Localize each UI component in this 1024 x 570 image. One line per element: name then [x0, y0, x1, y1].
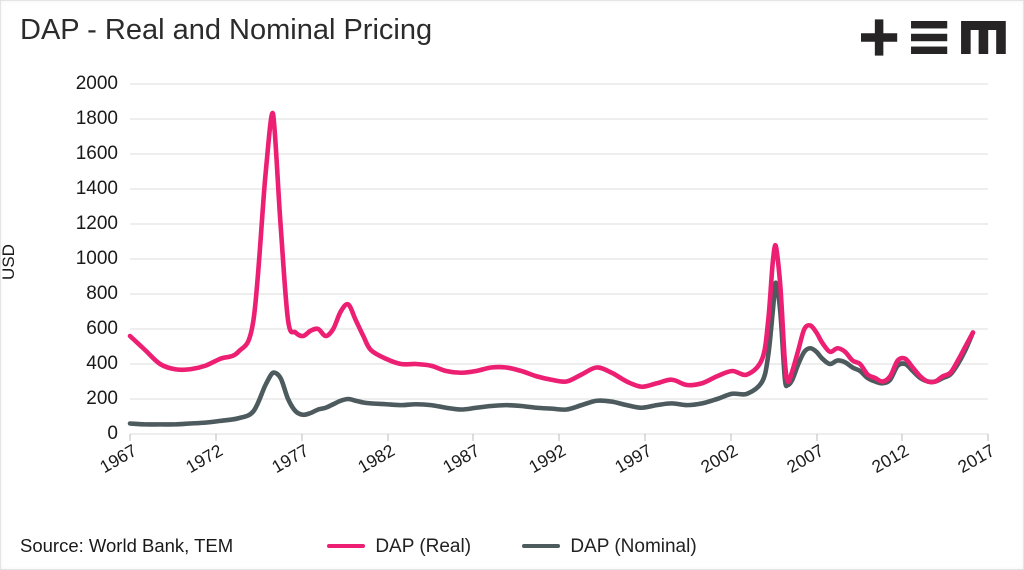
svg-text:400: 400: [86, 353, 118, 374]
svg-text:800: 800: [86, 283, 118, 304]
svg-text:1977: 1977: [268, 440, 312, 477]
svg-text:1800: 1800: [76, 108, 118, 129]
svg-text:1967: 1967: [96, 440, 140, 477]
svg-text:1987: 1987: [439, 440, 483, 477]
svg-text:USD: USD: [0, 244, 18, 280]
svg-text:1200: 1200: [76, 213, 118, 234]
svg-text:2002: 2002: [697, 440, 741, 477]
svg-text:200: 200: [86, 388, 118, 409]
svg-text:0: 0: [107, 423, 118, 444]
svg-text:1972: 1972: [182, 440, 226, 477]
svg-text:1992: 1992: [525, 440, 569, 477]
svg-text:1400: 1400: [76, 178, 118, 199]
svg-text:1600: 1600: [76, 143, 118, 164]
svg-text:2000: 2000: [76, 73, 118, 94]
svg-text:1982: 1982: [354, 440, 398, 477]
svg-text:2012: 2012: [868, 440, 912, 477]
svg-text:600: 600: [86, 318, 118, 339]
svg-text:2007: 2007: [783, 440, 827, 477]
svg-text:2017: 2017: [954, 440, 998, 477]
svg-text:1000: 1000: [76, 248, 118, 269]
svg-text:1997: 1997: [611, 440, 655, 477]
